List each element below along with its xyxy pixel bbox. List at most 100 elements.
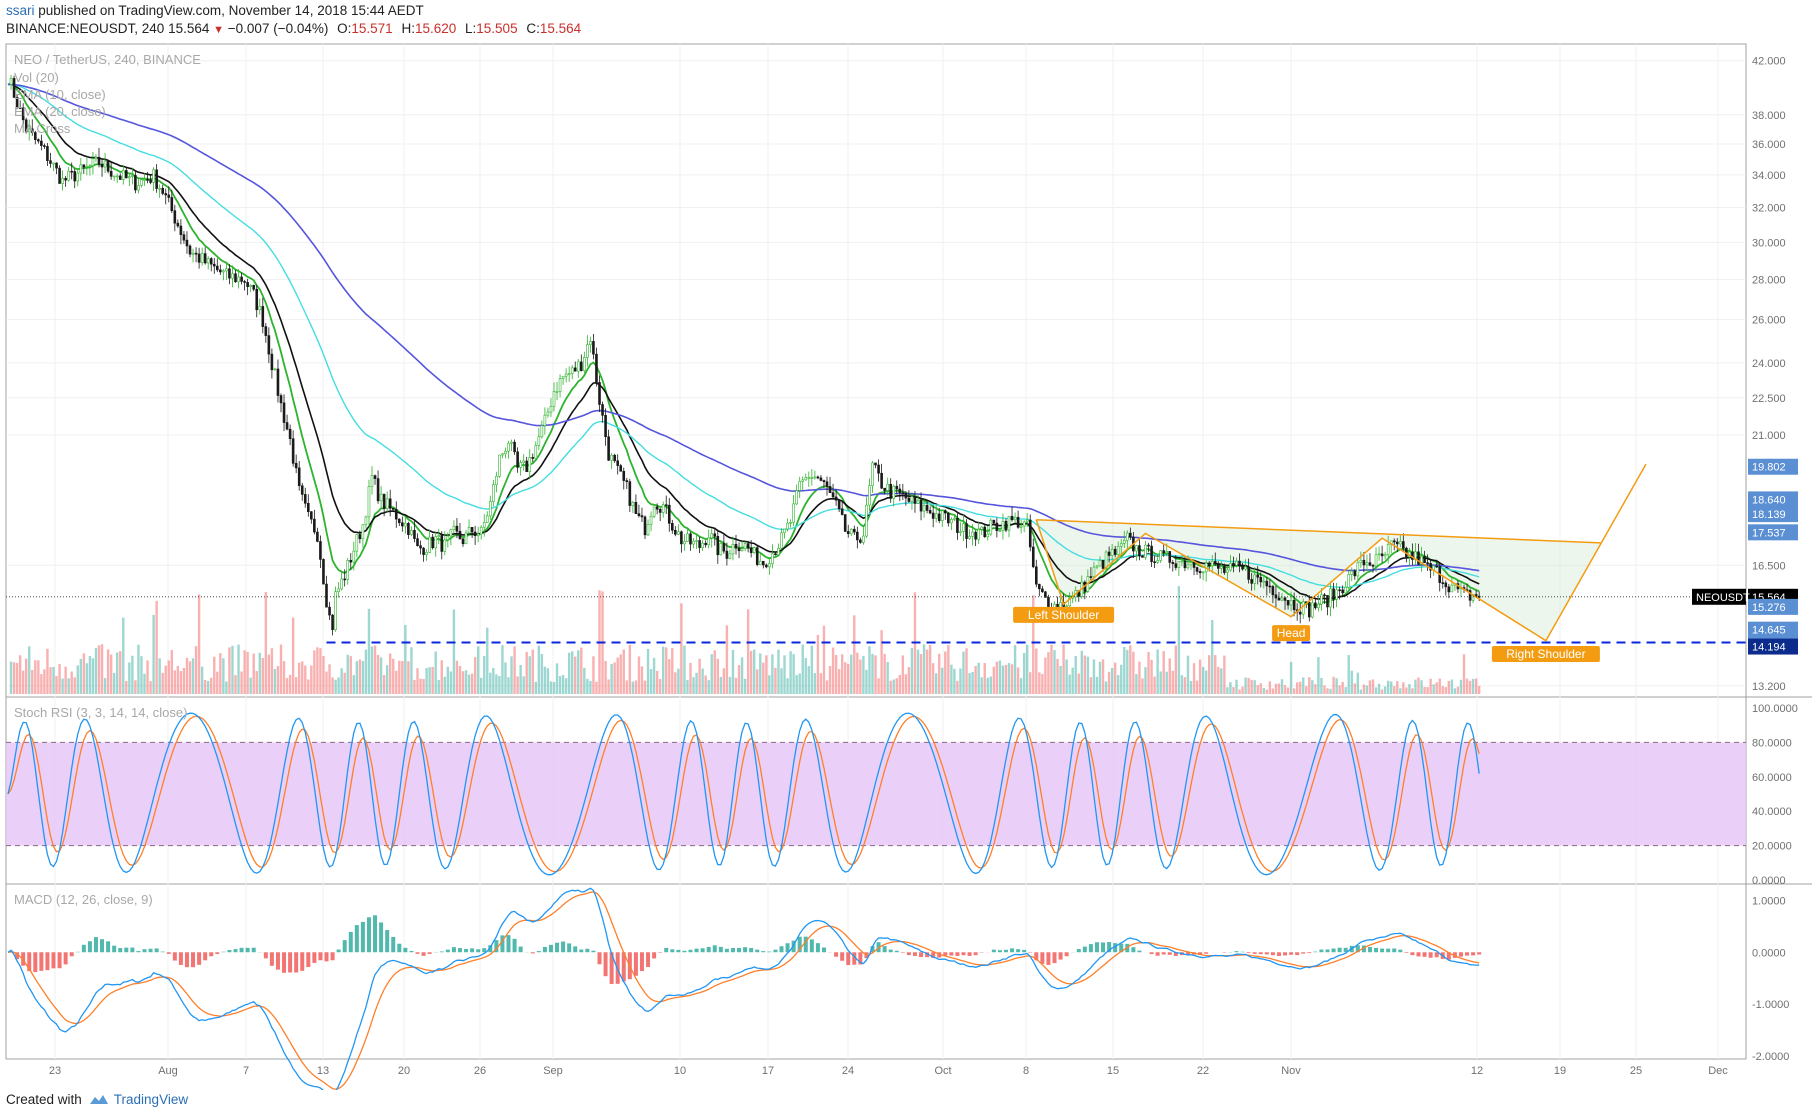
- tradingview-logo[interactable]: TradingView: [88, 1092, 188, 1107]
- volume-bar: [1053, 650, 1056, 694]
- candle-body: [1468, 590, 1472, 601]
- volume-bar: [1132, 651, 1135, 694]
- volume-bar: [489, 672, 492, 694]
- volume-bar: [922, 644, 926, 694]
- volume-bar: [998, 660, 1002, 694]
- volume-bar: [46, 648, 49, 694]
- candle-body: [1162, 550, 1165, 554]
- macd-histogram-bar: [482, 948, 487, 953]
- volume-bar: [953, 668, 956, 694]
- candle-body: [482, 522, 486, 528]
- candle-body: [194, 252, 198, 255]
- candle-body: [109, 170, 113, 177]
- volume-bar: [1177, 586, 1181, 694]
- candle-body: [73, 171, 77, 182]
- volume-bar: [1356, 672, 1360, 694]
- candle-body: [667, 504, 671, 524]
- volume-bar: [1235, 679, 1238, 694]
- candle-body: [1317, 603, 1320, 609]
- volume-bar: [15, 663, 19, 694]
- volume-bar: [1211, 620, 1214, 694]
- volume-bar: [622, 649, 625, 694]
- candle-body: [1444, 582, 1448, 588]
- macd-histogram-bar: [712, 945, 717, 953]
- candle-body: [1374, 554, 1378, 567]
- volume-bar: [828, 665, 832, 694]
- candle-body: [519, 462, 522, 468]
- candle-body: [683, 541, 686, 545]
- volume-bar: [407, 661, 410, 694]
- time-tick-label: Aug: [158, 1065, 178, 1077]
- candle-body: [1007, 515, 1011, 531]
- candle-body: [798, 481, 802, 491]
- macd-histogram-bar: [348, 931, 353, 953]
- volume-bar: [1259, 683, 1262, 694]
- volume-bar: [734, 677, 738, 694]
- volume-bar: [1059, 665, 1062, 694]
- volume-bar: [1396, 681, 1399, 694]
- author-name[interactable]: ssari: [6, 3, 35, 18]
- candle-body: [46, 146, 49, 161]
- candle-body: [931, 512, 935, 519]
- volume-bar: [170, 650, 173, 694]
- candle-body: [203, 253, 207, 264]
- candle-body: [40, 140, 43, 146]
- volume-bar: [40, 674, 43, 694]
- candle-body: [228, 268, 231, 279]
- candle-body: [498, 454, 501, 477]
- candle-body: [237, 276, 240, 283]
- volume-bar: [1280, 679, 1284, 694]
- candle-body: [1259, 576, 1263, 583]
- volume-bar: [983, 663, 986, 694]
- chart-canvas[interactable]: Left Shoulder Head Right Shoulder 42.000 38…: [0, 0, 1812, 1090]
- volume-bar: [1329, 688, 1332, 694]
- candle-body: [322, 559, 325, 585]
- candle-body: [1402, 541, 1405, 549]
- legend-stoch: Stoch RSI (3, 3, 14, 14, close): [14, 705, 187, 720]
- candle-body: [464, 532, 468, 545]
- volume-bar: [1305, 686, 1308, 694]
- head-and-shoulders-drawing[interactable]: Left Shoulder Head Right Shoulder: [6, 463, 1746, 662]
- macd-histogram-bar: [51, 952, 56, 969]
- volume-bar: [1044, 657, 1047, 694]
- volume-bar: [1362, 684, 1366, 694]
- candle-body: [33, 132, 37, 140]
- pattern-label-bg: [1491, 645, 1600, 662]
- volume-bar: [291, 617, 295, 694]
- volume-bar: [652, 657, 656, 694]
- volume-bar: [1390, 681, 1393, 694]
- macd-histogram-bar: [694, 948, 699, 953]
- candle-body: [1380, 553, 1384, 557]
- volume-bar: [707, 680, 710, 694]
- candle-body: [1107, 551, 1111, 556]
- volume-bar: [649, 669, 653, 694]
- volume-bar: [1204, 670, 1208, 694]
- stoch-overbought-oversold-band: [6, 741, 1746, 847]
- candle-body: [674, 529, 677, 535]
- candle-body: [637, 513, 641, 516]
- candle-body: [1238, 560, 1241, 567]
- macd-histogram-bar: [457, 948, 462, 953]
- volume-bar: [307, 679, 310, 694]
- stoch-band: [6, 742, 1746, 846]
- volume-bar: [1426, 687, 1429, 694]
- macd-histogram-bar: [1113, 943, 1118, 953]
- volume-bar: [304, 665, 307, 694]
- time-tick-label: 22: [1197, 1065, 1209, 1077]
- macd-histogram-bar: [1361, 945, 1366, 953]
- volume-bar: [646, 648, 650, 694]
- candle-body: [592, 341, 595, 355]
- candle-body: [771, 553, 774, 564]
- macd-histogram-bar: [1319, 949, 1324, 953]
- candle-body: [586, 344, 589, 358]
- candle-body: [449, 529, 453, 537]
- volume-bar: [52, 666, 55, 694]
- candle-body: [664, 504, 668, 506]
- volume-bar: [1477, 685, 1481, 694]
- volume-bar: [240, 671, 243, 694]
- volume-bar: [877, 678, 880, 694]
- volume-bar: [561, 674, 565, 694]
- macd-histogram-bar: [282, 952, 287, 973]
- candle-body: [837, 499, 841, 510]
- candle-body: [1362, 559, 1366, 566]
